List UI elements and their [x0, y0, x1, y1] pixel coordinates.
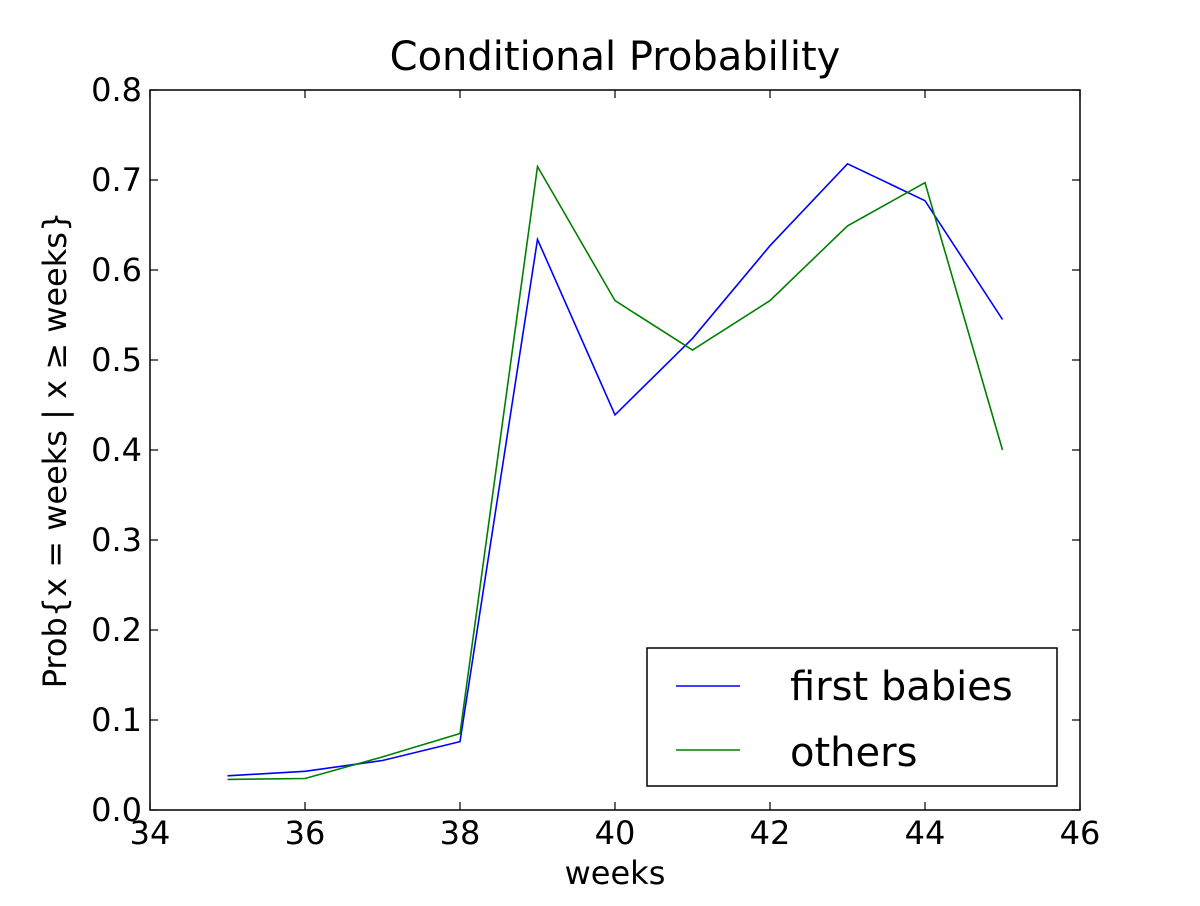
x-tick-label: 34 [130, 814, 171, 852]
series-layer [227, 162, 1004, 781]
legend: first babies others [646, 647, 1058, 787]
legend-label-first-babies: first babies [790, 664, 1013, 710]
x-tick-label: 38 [440, 814, 481, 852]
y-tick-label: 0.8 [91, 71, 142, 109]
legend-box [646, 647, 1058, 787]
y-tick-label: 0.4 [91, 431, 142, 469]
y-tick-label: 0.6 [91, 251, 142, 289]
legend-label-others: others [790, 730, 917, 776]
series-line-others [227, 164, 1004, 781]
y-tick-label: 0.5 [91, 341, 142, 379]
y-tick-label: 0.0 [91, 791, 142, 829]
x-tick-label: 36 [285, 814, 326, 852]
x-axis-label: weeks [565, 854, 666, 892]
y-axis-label: Prob{x = weeks | x ≥ weeks} [36, 212, 74, 689]
x-tick-label: 44 [905, 814, 946, 852]
y-tick-label: 0.1 [91, 701, 142, 739]
ticks-layer: 34 36 38 40 42 44 46 0.0 0.1 0.2 0.3 0.4 0.5 0.6 0.7 0.… [91, 71, 1100, 852]
chart-title: Conditional Probability [390, 34, 841, 80]
y-tick-label: 0.3 [91, 521, 142, 559]
y-tick-label: 0.2 [91, 611, 142, 649]
x-tick-label: 42 [750, 814, 791, 852]
x-tick-label: 40 [595, 814, 636, 852]
x-tick-label: 46 [1060, 814, 1101, 852]
y-tick-label: 0.7 [91, 161, 142, 199]
